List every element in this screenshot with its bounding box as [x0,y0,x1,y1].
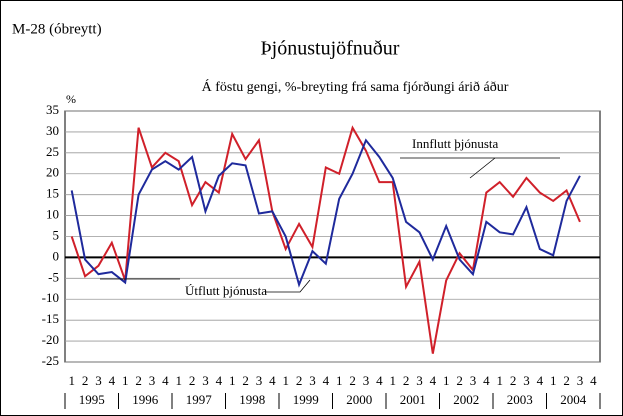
x-tick-label: 3 [149,373,156,388]
x-tick-label: 1 [68,373,75,388]
x-tick-label: 1 [282,373,289,388]
x-tick-label: 1 [443,373,450,388]
series-line [70,138,581,288]
x-tick-label: 4 [590,373,597,388]
year-label: 2002 [453,392,479,407]
year-label: 2003 [507,392,533,407]
x-tick-label: 3 [95,373,102,388]
y-tick-label: 5 [53,227,60,242]
x-tick-label: 3 [416,373,423,388]
y-tick-label: 25 [46,144,59,159]
y-axis-label: % [66,92,76,106]
year-label: 2001 [400,392,426,407]
year-label: 1998 [239,392,265,407]
y-tick-label: 30 [46,123,59,138]
x-tick-label: 3 [363,373,370,388]
x-tick-label: 3 [256,373,263,388]
y-tick-label: 10 [46,207,59,222]
x-tick-label: 4 [430,373,437,388]
x-tick-label: 1 [229,373,236,388]
x-tick-label: 2 [242,373,249,388]
series-line [70,125,581,354]
x-tick-label: 1 [550,373,557,388]
leader-line [400,157,560,179]
y-tick-label: -25 [42,353,59,368]
y-tick-label: -20 [42,332,59,347]
x-tick-label: 4 [483,373,490,388]
x-tick-label: 4 [216,373,223,388]
x-tick-label: 4 [376,373,383,388]
x-tick-label: 3 [470,373,477,388]
year-label: 2000 [346,392,372,407]
chart-subtitle: Á föstu gengi, %-breyting frá sama fjórð… [202,78,509,95]
year-label: 1996 [132,392,159,407]
x-tick-label: 2 [82,373,89,388]
x-tick-label: 2 [510,373,517,388]
series-label: Útflutt þjónusta [185,283,267,298]
x-tick-label: 4 [109,373,116,388]
x-tick-label: 1 [175,373,182,388]
y-tick-label: 35 [46,102,59,117]
x-tick-label: 2 [403,373,410,388]
y-tick-label: -10 [42,290,59,305]
year-label: 1997 [186,392,213,407]
year-label: 1995 [79,392,105,407]
year-label: 1999 [293,392,319,407]
chart-title: Þjónustujöfnuður [261,38,400,60]
series-label: Innflutt þjónusta [412,136,499,151]
x-tick-label: 1 [336,373,343,388]
x-tick-label: 2 [296,373,303,388]
x-tick-label: 4 [269,373,276,388]
x-tick-label: 3 [202,373,209,388]
y-tick-label: 0 [53,248,60,263]
x-tick-label: 2 [135,373,142,388]
x-tick-label: 4 [323,373,330,388]
chart-code: M-28 (óbreytt) [12,21,102,37]
y-tick-label: 15 [46,186,59,201]
y-tick-label: 20 [46,165,59,180]
x-tick-label: 4 [537,373,544,388]
year-label: 2004 [560,392,587,407]
leader-line [100,278,311,293]
x-tick-label: 2 [456,373,463,388]
x-tick-label: 2 [349,373,356,388]
x-tick-label: 3 [577,373,584,388]
y-tick-label: -5 [48,269,59,284]
x-tick-label: 2 [189,373,196,388]
x-tick-label: 1 [496,373,503,388]
x-tick-label: 4 [162,373,169,388]
y-tick-label: -15 [42,311,59,326]
x-tick-label: 3 [309,373,316,388]
x-tick-label: 1 [389,373,396,388]
x-tick-label: 3 [523,373,530,388]
x-tick-label: 1 [122,373,129,388]
x-tick-label: 2 [563,373,570,388]
